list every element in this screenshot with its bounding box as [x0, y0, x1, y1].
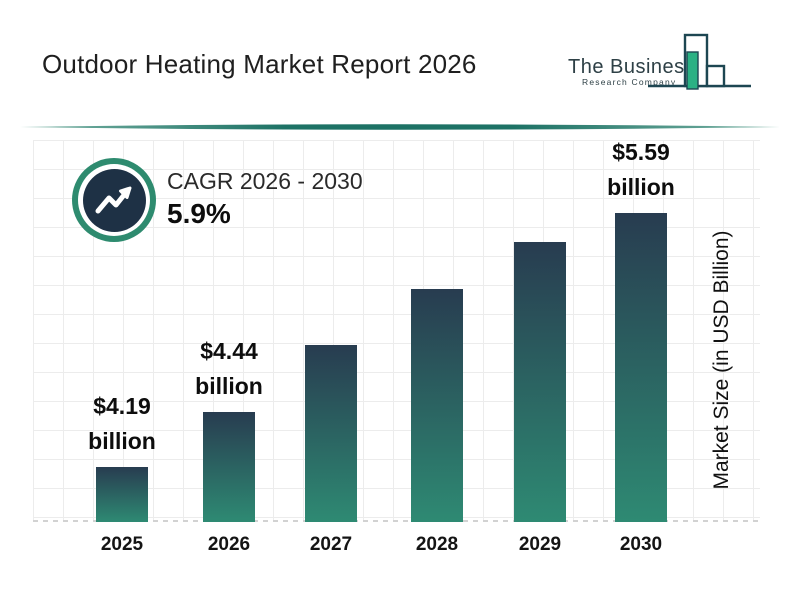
x-tick-2029: 2029 [518, 534, 562, 555]
cagr-value: 5.9% [167, 198, 231, 229]
x-axis-baseline [33, 520, 760, 522]
cagr-badge-ring [78, 164, 150, 236]
value-label-2030: $5.59 billion [607, 139, 675, 200]
x-tick-2025: 2025 [100, 534, 144, 555]
x-tick-2030: 2030 [619, 534, 663, 555]
logo-barchart-icon [648, 33, 751, 90]
bar-2025 [96, 467, 148, 522]
bar-group-2030: $5.59 billion 2030 [589, 139, 693, 555]
bar-group-2028: 2028 [385, 289, 489, 555]
bar-2030 [615, 213, 667, 522]
x-tick-2028: 2028 [415, 534, 459, 555]
value-label-2025: $4.19 billion [88, 393, 156, 454]
logo-subtitle-text: Research Company [582, 77, 676, 87]
trend-up-arrow-icon [95, 186, 132, 214]
header-divider [20, 124, 780, 130]
company-logo: The Business Research Company [568, 33, 751, 90]
bar-2029 [514, 242, 566, 522]
chart-area: $4.19 billion 2025 $4.44 billion 2026 2027 2028… [33, 139, 760, 555]
bar-group-2029: 2029 [488, 242, 592, 555]
bar-2028 [411, 289, 463, 522]
cagr-badge [72, 158, 156, 242]
y-axis-label: Market Size (in USD Billion) [710, 230, 733, 490]
x-tick-2026: 2026 [207, 534, 251, 555]
bar-group-2027: 2027 [279, 345, 383, 555]
bar-2027 [305, 345, 357, 522]
bar-group-2026: $4.44 billion 2026 [177, 338, 281, 555]
logo-name-text: The Business [568, 56, 695, 78]
cagr-period-label: CAGR 2026 - 2030 [167, 168, 363, 194]
value-label-2026: $4.44 billion [195, 338, 263, 399]
x-tick-2027: 2027 [309, 534, 353, 555]
bar-2026 [203, 412, 255, 522]
cagr-badge-core [82, 168, 146, 232]
page-title: Outdoor Heating Market Report 2026 [42, 49, 477, 79]
bar-group-2025: $4.19 billion 2025 [70, 393, 174, 555]
